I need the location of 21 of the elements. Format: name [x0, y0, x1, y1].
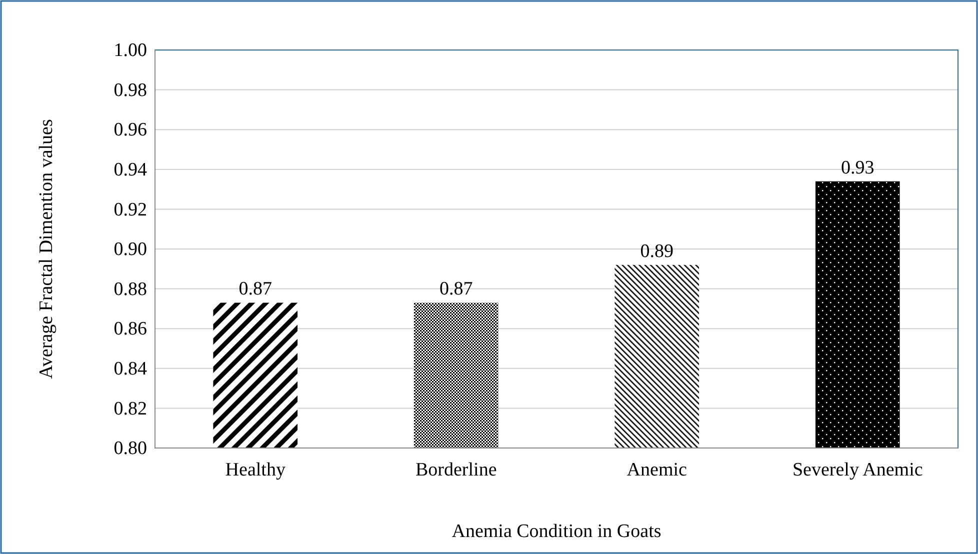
x-tick-label: Borderline	[415, 459, 497, 480]
x-axis-title: Anemia Condition in Goats	[452, 521, 662, 542]
y-tick-label: 0.80	[114, 438, 147, 460]
y-tick-label: 0.88	[114, 278, 147, 300]
x-tick-label: Anemic	[626, 459, 687, 480]
data-label: 0.89	[640, 240, 674, 262]
x-tick-label: Severely Anemic	[792, 459, 923, 480]
y-tick-label: 0.94	[114, 159, 148, 180]
y-tick-label: 0.86	[114, 318, 147, 340]
y-tick-label: 1.00	[114, 40, 147, 62]
data-label: 0.87	[440, 278, 473, 300]
y-tick-label: 0.84	[114, 358, 148, 380]
y-axis-title: Average Fractal Dimention values	[36, 119, 57, 379]
y-tick-label: 0.82	[114, 398, 147, 420]
y-tick-label: 0.90	[114, 239, 147, 260]
y-tick-label: 0.98	[114, 80, 147, 101]
x-tick-label: Healthy	[225, 459, 286, 480]
data-label: 0.93	[841, 157, 874, 178]
y-tick-label: 0.92	[114, 199, 147, 220]
data-label: 0.87	[238, 278, 272, 300]
y-tick-label: 0.96	[114, 120, 147, 141]
